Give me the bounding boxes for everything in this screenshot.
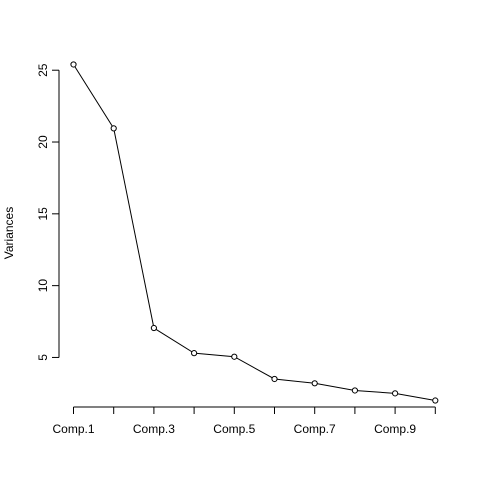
data-point [271, 375, 278, 383]
x-tick-label: Comp.7 [294, 422, 336, 436]
x-tick-label: Comp.3 [133, 422, 175, 436]
x-tick-label: Comp.1 [52, 422, 94, 436]
data-point [432, 397, 439, 404]
data-point [392, 390, 399, 397]
y-tick-label: 25 [36, 63, 50, 77]
x-tick-label: Comp.9 [374, 422, 416, 436]
y-tick-label: 10 [36, 279, 50, 293]
variance-line [73, 64, 436, 402]
y-tick-label: 20 [36, 135, 50, 149]
y-tick-label: 5 [36, 354, 50, 361]
y-tick-label: 15 [36, 207, 50, 221]
data-point [150, 324, 157, 332]
data-point [110, 125, 117, 132]
y-axis-label: Variances [2, 207, 16, 259]
data-point [231, 353, 238, 360]
data-point [351, 387, 358, 394]
x-axis: Comp.1 Comp.3 Comp.5 Comp.7 Comp.9 [52, 406, 436, 436]
data-point [311, 380, 318, 387]
x-tick-label: Comp.5 [213, 422, 255, 436]
y-axis: 5 10 15 20 25 [36, 63, 60, 361]
data-point [191, 350, 198, 357]
data-point [70, 61, 77, 68]
plot-area [70, 61, 439, 404]
